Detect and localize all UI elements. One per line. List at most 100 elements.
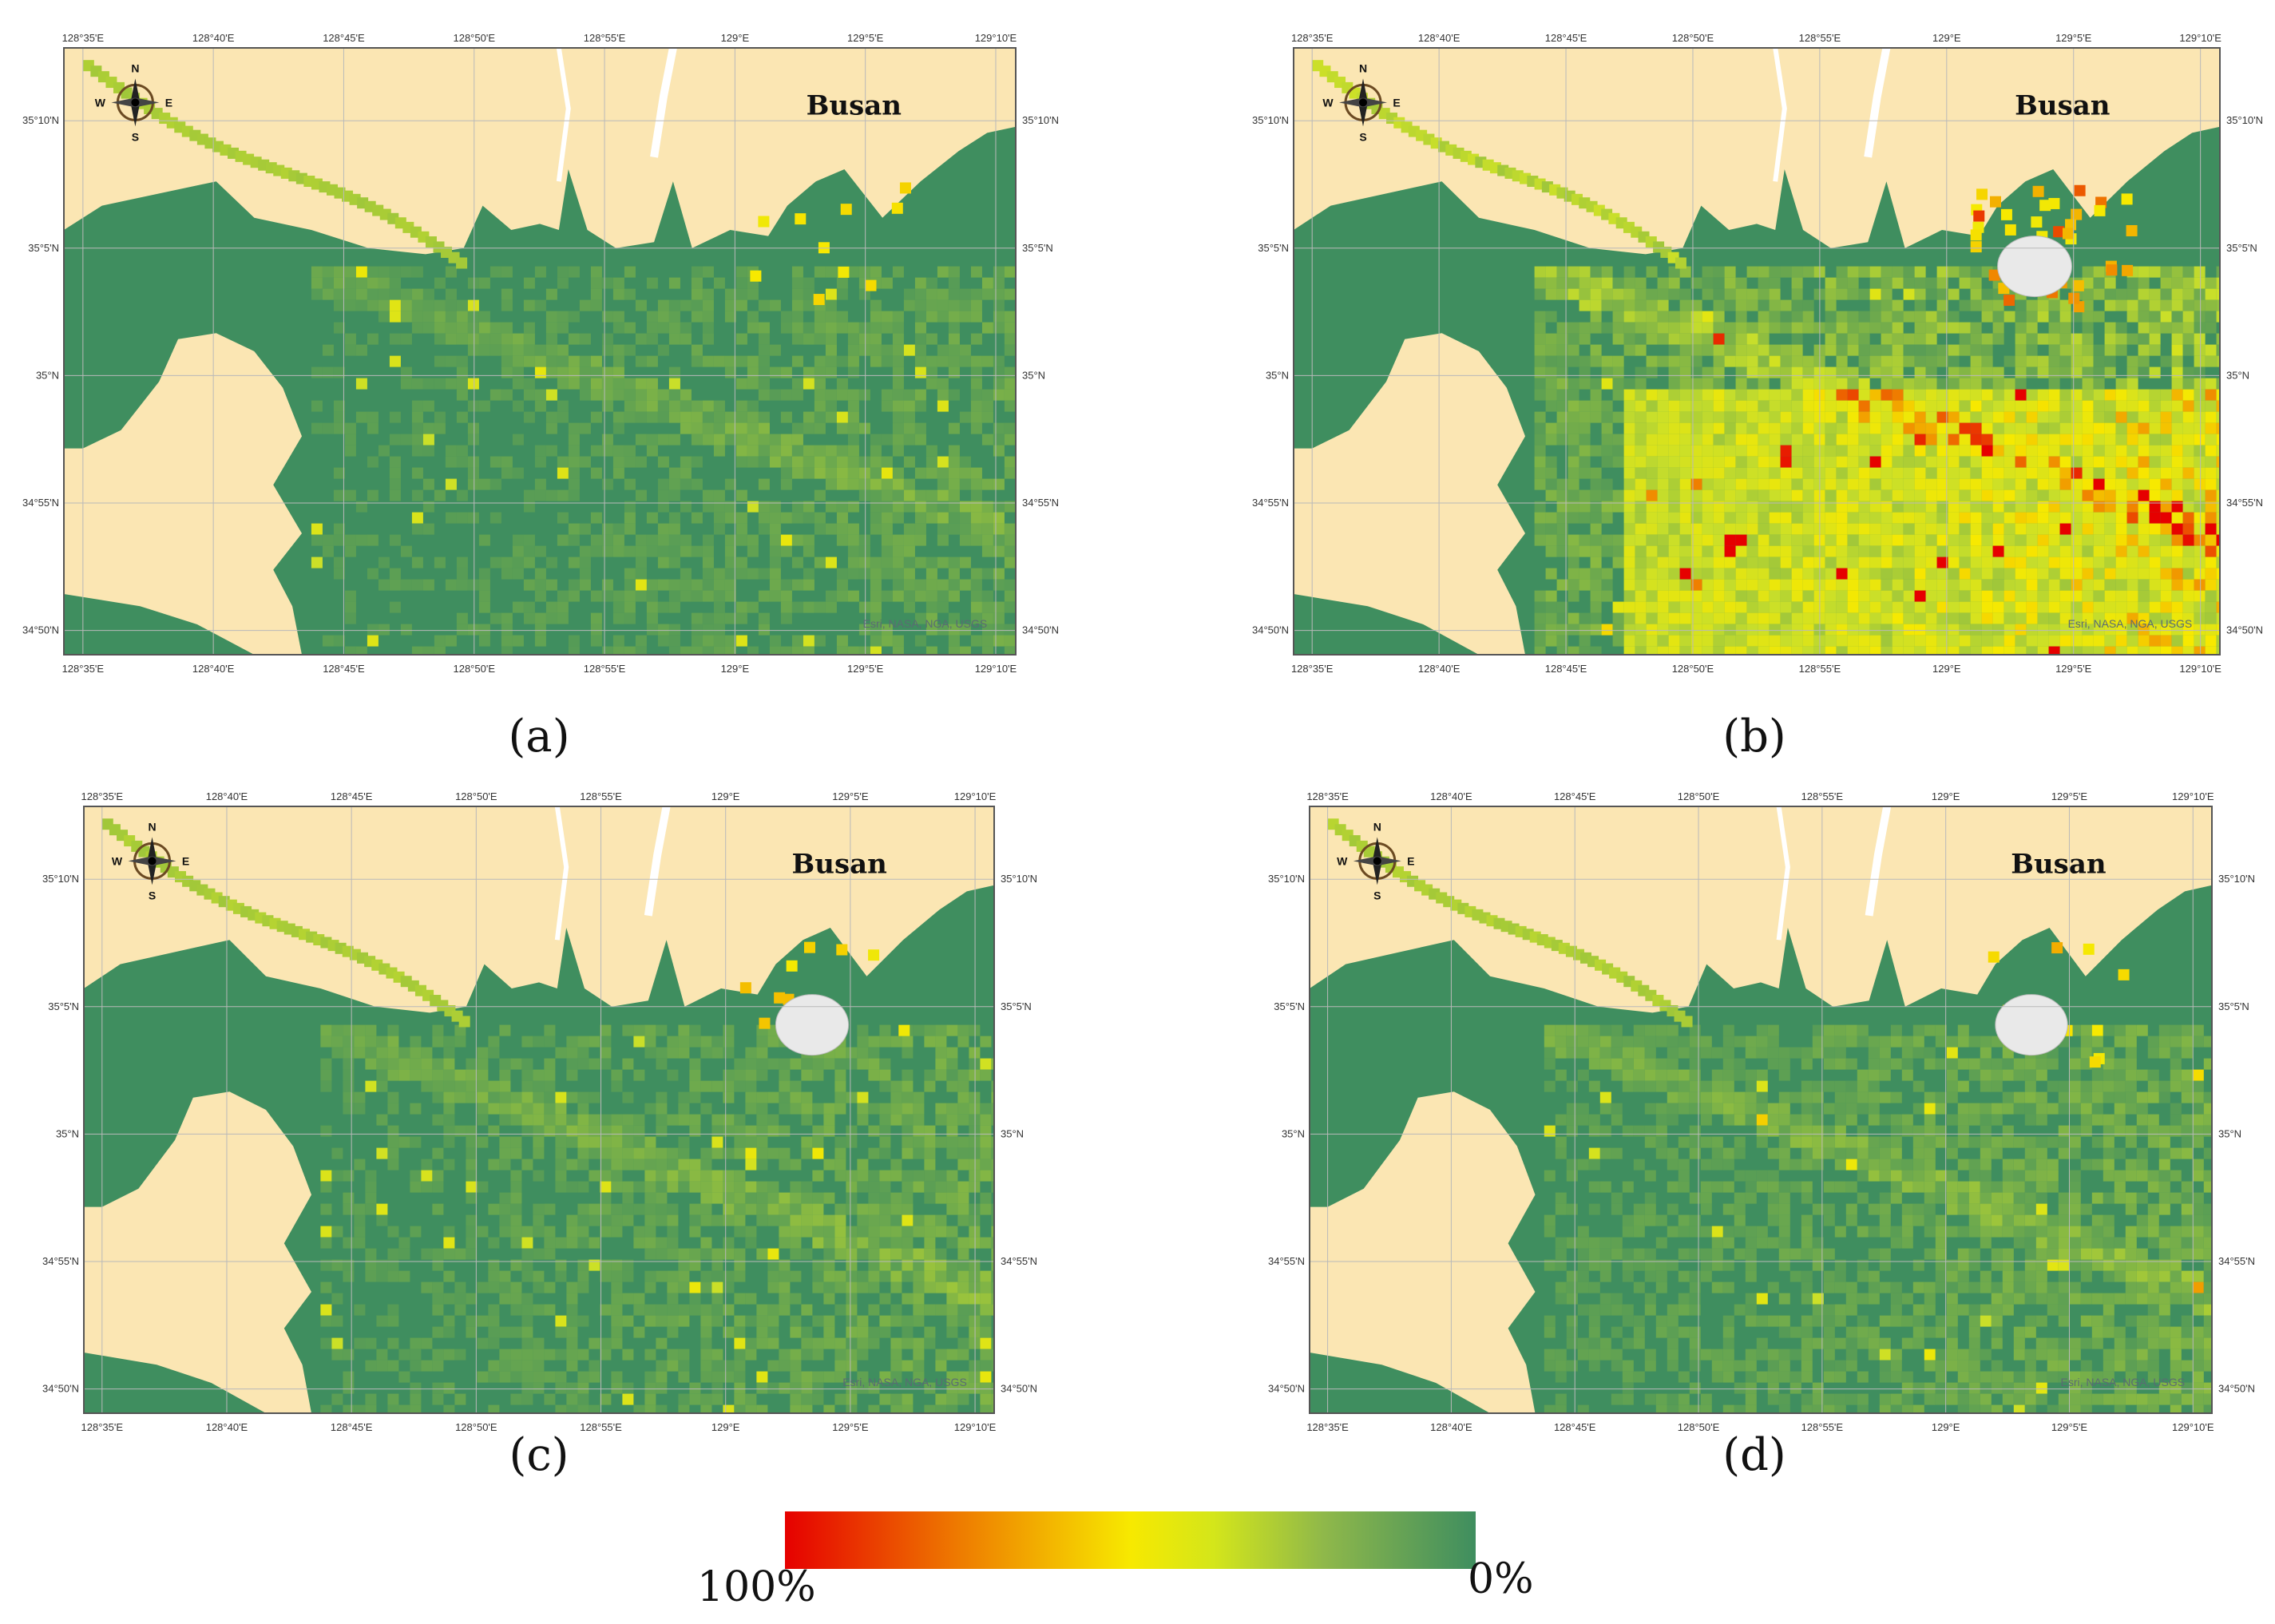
lat-tick-right: 35°5'N bbox=[2218, 1000, 2249, 1012]
lon-tick-top: 128°40'E bbox=[192, 32, 235, 44]
density-grid bbox=[1327, 818, 2212, 1413]
lon-tick-bottom: 129°E bbox=[711, 1421, 740, 1433]
lon-tick-top: 128°55'E bbox=[584, 32, 626, 44]
lat-tick-right: 35°N bbox=[2218, 1127, 2241, 1139]
lon-tick-bottom: 128°35'E bbox=[1291, 663, 1334, 675]
compass-s: S bbox=[1373, 889, 1381, 901]
density-legend-bar bbox=[785, 1511, 1476, 1569]
city-label: Busan bbox=[792, 849, 887, 881]
lat-tick-left: 34°55'N bbox=[42, 1255, 79, 1267]
compass-n: N bbox=[1373, 820, 1381, 833]
graticule bbox=[64, 48, 1016, 655]
lon-tick-top: 129°5'E bbox=[847, 32, 884, 44]
lat-tick-right: 35°10'N bbox=[1001, 873, 1037, 885]
lon-tick-bottom: 128°55'E bbox=[1799, 663, 1841, 675]
city-label: Busan bbox=[807, 90, 902, 122]
lon-tick-top: 129°5'E bbox=[2051, 790, 2088, 802]
city-label: Busan bbox=[2011, 849, 2106, 881]
lon-tick-bottom: 128°45'E bbox=[1545, 663, 1587, 675]
lon-tick-bottom: 129°5'E bbox=[847, 663, 884, 675]
map-frame bbox=[63, 47, 1017, 656]
panel-caption-c: (c) bbox=[509, 1429, 569, 1481]
lon-tick-top: 128°45'E bbox=[1545, 32, 1587, 44]
lon-tick-bottom: 128°35'E bbox=[1306, 1421, 1349, 1433]
lon-tick-bottom: 128°55'E bbox=[584, 663, 626, 675]
compass-s: S bbox=[132, 130, 139, 143]
river bbox=[556, 48, 571, 182]
lon-tick-bottom: 128°55'E bbox=[1801, 1421, 1844, 1433]
lat-tick-right: 35°10'N bbox=[1022, 114, 1059, 126]
compass-w: W bbox=[1322, 96, 1334, 109]
lon-tick-top: 128°40'E bbox=[1430, 790, 1472, 802]
lon-tick-bottom: 128°50'E bbox=[455, 1421, 497, 1433]
map-svg-c: 128°35'E 128°35'E 128°40'E 128°40'E 128°45'E… bbox=[42, 790, 1037, 1433]
compass-n: N bbox=[131, 61, 139, 74]
river bbox=[1773, 48, 1787, 182]
lat-tick-left: 35°10'N bbox=[22, 114, 59, 126]
map-panel-b: 128°35'E 128°35'E 128°40'E 128°40'E 128°45'E… bbox=[1230, 0, 2275, 703]
lon-tick-top: 129°5'E bbox=[2055, 32, 2092, 44]
lat-tick-left: 35°N bbox=[1282, 1127, 1305, 1139]
lon-tick-bottom: 128°55'E bbox=[580, 1421, 622, 1433]
lat-tick-right: 34°50'N bbox=[1022, 624, 1059, 636]
lon-tick-top: 128°35'E bbox=[1306, 790, 1349, 802]
legend-max-label: 100% bbox=[697, 1563, 816, 1611]
map-frame bbox=[1309, 806, 2213, 1414]
lon-tick-top: 128°55'E bbox=[1801, 790, 1844, 802]
lon-tick-bottom: 128°35'E bbox=[81, 1421, 124, 1433]
compass-e: E bbox=[165, 96, 172, 109]
lat-tick-right: 35°5'N bbox=[1001, 1000, 1032, 1012]
lat-tick-left: 34°55'N bbox=[1268, 1255, 1305, 1267]
map-credit: Esri, NASA, NGA, USGS bbox=[863, 617, 988, 630]
lon-tick-bottom: 128°40'E bbox=[206, 1421, 248, 1433]
lat-tick-left: 35°5'N bbox=[1258, 242, 1289, 254]
lon-tick-bottom: 128°40'E bbox=[192, 663, 235, 675]
lat-tick-left: 34°50'N bbox=[22, 624, 59, 636]
map-svg-b: 128°35'E 128°35'E 128°40'E 128°40'E 128°45'E… bbox=[1252, 32, 2263, 675]
lon-tick-bottom: 128°40'E bbox=[1430, 1421, 1472, 1433]
compass-rose-icon: N S E W bbox=[1337, 820, 1414, 901]
lat-tick-right: 35°5'N bbox=[1022, 242, 1053, 254]
lon-tick-bottom: 128°40'E bbox=[1418, 663, 1461, 675]
lat-tick-right: 35°N bbox=[1001, 1127, 1024, 1139]
lat-tick-left: 35°5'N bbox=[1274, 1000, 1305, 1012]
lat-tick-right: 34°55'N bbox=[2226, 497, 2263, 509]
lat-tick-left: 34°50'N bbox=[42, 1383, 79, 1395]
compass-e: E bbox=[1393, 96, 1400, 109]
lon-tick-top: 129°E bbox=[1932, 790, 1960, 802]
density-grid bbox=[1312, 60, 2220, 655]
lon-tick-bottom: 129°E bbox=[1932, 663, 1961, 675]
lon-tick-top: 129°E bbox=[711, 790, 740, 802]
compass-rose-icon: N S E W bbox=[95, 61, 172, 143]
lon-tick-bottom: 129°E bbox=[1932, 1421, 1960, 1433]
graticule bbox=[1294, 48, 2220, 655]
map-frame bbox=[1293, 47, 2221, 656]
lat-tick-right: 35°N bbox=[1022, 369, 1045, 381]
compass-w: W bbox=[112, 854, 123, 867]
lat-tick-right: 34°55'N bbox=[1001, 1255, 1037, 1267]
lon-tick-top: 128°50'E bbox=[453, 32, 495, 44]
lon-tick-bottom: 129°10'E bbox=[2179, 663, 2221, 675]
lon-tick-top: 129°10'E bbox=[954, 790, 997, 802]
lat-tick-right: 35°10'N bbox=[2226, 114, 2263, 126]
lon-tick-top: 128°45'E bbox=[331, 790, 373, 802]
island bbox=[1995, 994, 2068, 1056]
lon-tick-bottom: 129°5'E bbox=[832, 1421, 869, 1433]
lon-tick-top: 128°40'E bbox=[1418, 32, 1461, 44]
lon-tick-bottom: 129°10'E bbox=[975, 663, 1017, 675]
lat-tick-left: 34°55'N bbox=[22, 497, 59, 509]
map-panel-c: 128°35'E 128°35'E 128°40'E 128°40'E 128°45'E… bbox=[0, 759, 1137, 1461]
compass-s: S bbox=[1359, 130, 1366, 143]
lat-tick-left: 35°10'N bbox=[1268, 873, 1305, 885]
compass-w: W bbox=[1337, 854, 1348, 867]
lon-tick-top: 129°10'E bbox=[2172, 790, 2214, 802]
compass-rose-icon: N S E W bbox=[1322, 61, 1400, 143]
graticule bbox=[84, 806, 994, 1413]
lon-tick-bottom: 128°50'E bbox=[1672, 663, 1714, 675]
panel-caption-b: (b) bbox=[1722, 711, 1786, 762]
lon-tick-top: 128°40'E bbox=[206, 790, 248, 802]
map-svg-a: 128°35'E 128°35'E 128°40'E 128°40'E 128°45'E… bbox=[22, 32, 1059, 675]
lon-tick-top: 128°50'E bbox=[455, 790, 497, 802]
lat-tick-left: 34°50'N bbox=[1268, 1383, 1305, 1395]
lon-tick-top: 128°35'E bbox=[62, 32, 105, 44]
